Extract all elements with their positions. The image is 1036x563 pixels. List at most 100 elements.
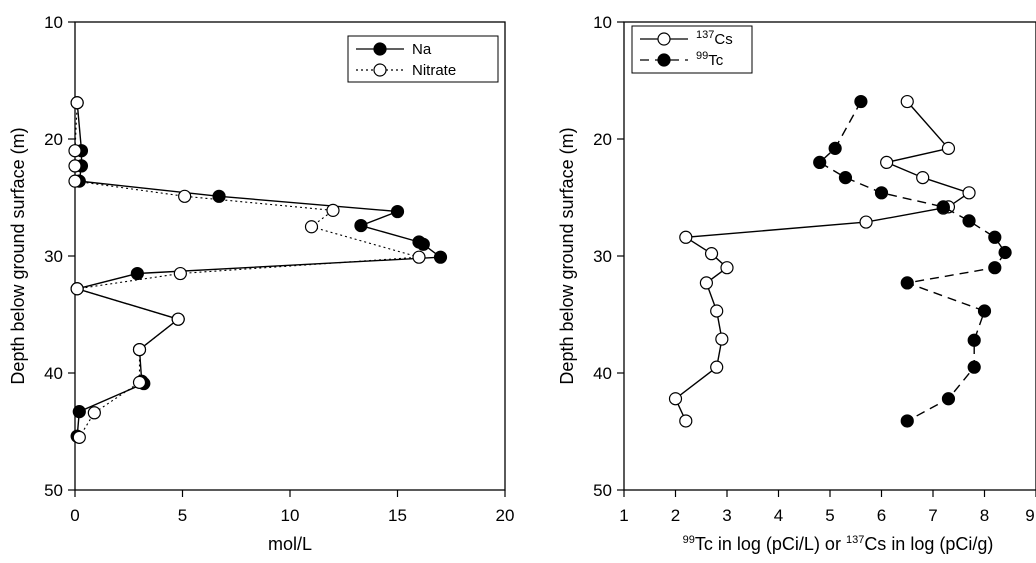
series-na (70, 96, 448, 443)
legend-box (347, 35, 499, 83)
data-point (130, 266, 144, 281)
data-point (916, 171, 930, 185)
data-point (962, 186, 976, 200)
data-point (699, 276, 714, 290)
data-point (998, 245, 1012, 260)
legend-marker (657, 32, 671, 46)
series-tc (813, 94, 1012, 428)
data-point (173, 266, 187, 281)
x-tick-label: 8 (980, 506, 989, 525)
data-point (988, 230, 1002, 244)
legend-label: 99Tc (696, 50, 724, 69)
data-point (668, 392, 683, 406)
legend-label: Na (412, 41, 432, 58)
data-point (977, 304, 992, 318)
data-point (70, 282, 84, 296)
data-point (720, 261, 734, 275)
series-line (74, 102, 420, 438)
data-point (679, 230, 693, 244)
data-point (68, 174, 82, 188)
data-point (710, 360, 724, 374)
series-line (74, 102, 443, 437)
legend-marker (657, 53, 671, 67)
data-point (900, 276, 914, 290)
data-point (416, 237, 430, 251)
data-point (967, 360, 981, 374)
x-tick-label: 20 (496, 506, 515, 525)
y-tick-label: 30 (593, 247, 612, 266)
data-point (936, 200, 950, 214)
data-point (859, 215, 873, 229)
x-tick-label: 2 (671, 506, 680, 525)
data-point (874, 186, 889, 200)
data-point (72, 405, 86, 419)
data-point (828, 141, 842, 155)
x-tick-label: 3 (722, 506, 731, 525)
chart-1: 0 5 10 15 20 10 20 30 40 50 Depth below ground sur… (8, 13, 514, 554)
y-tick-label: 20 (593, 130, 612, 149)
x-tick-label: 1 (619, 506, 628, 525)
x-tick-label: 5 (825, 506, 834, 525)
data-point (854, 94, 868, 109)
legend: 137Cs 99Tc (631, 25, 753, 74)
data-point (813, 155, 827, 169)
x-tick-label: 4 (774, 506, 783, 525)
data-point (132, 375, 147, 389)
data-point (900, 94, 914, 109)
data-point (433, 250, 448, 264)
data-point (178, 189, 192, 203)
x-tick-label: 15 (388, 506, 407, 525)
data-point (941, 141, 956, 155)
data-point (70, 96, 84, 110)
y-tick-label: 50 (593, 481, 612, 500)
data-point (880, 155, 894, 169)
legend-label: 137Cs (696, 29, 733, 48)
data-point (715, 332, 729, 346)
legend-box (631, 25, 753, 74)
chart-2: 1 2 3 4 5 6 7 8 9 10 20 30 40 50 Depth below ground su… (557, 13, 1036, 554)
data-point (171, 312, 185, 326)
series-cs (668, 94, 976, 428)
data-point (132, 343, 147, 357)
y-tick-label: 10 (593, 13, 612, 32)
x-tick-label: 6 (877, 506, 886, 525)
data-point (68, 144, 82, 158)
data-point (838, 171, 853, 185)
y-tick-label: 30 (44, 247, 63, 266)
data-point (967, 333, 981, 347)
data-point (412, 250, 426, 264)
y-axis-title: Depth below ground surface (m) (8, 127, 28, 384)
data-point (390, 204, 405, 219)
data-point (87, 406, 101, 420)
data-point (941, 392, 956, 406)
data-point (900, 414, 914, 428)
y-tick-label: 20 (44, 130, 63, 149)
x-axis-title: mol/L (268, 534, 312, 554)
y-tick-label: 40 (44, 364, 63, 383)
legend: Na Nitrate (347, 35, 499, 83)
data-point (679, 414, 693, 428)
x-tick-label: 5 (178, 506, 187, 525)
data-point (710, 304, 724, 318)
x-axis-title: 99Tc in log (pCi/L) or 137Cs in log (pCi… (683, 534, 994, 554)
series-nitrate (68, 96, 426, 444)
legend-marker (373, 42, 387, 56)
y-tick-label: 40 (593, 364, 612, 383)
legend-marker (373, 63, 387, 77)
data-point (704, 247, 719, 261)
y-axis-title: Depth below ground surface (m) (557, 127, 577, 384)
data-point (304, 220, 319, 234)
x-tick-label: 0 (70, 506, 79, 525)
data-point (68, 159, 82, 173)
data-point (72, 430, 86, 444)
x-tick-label: 10 (281, 506, 300, 525)
data-point (326, 203, 340, 217)
legend-label: Nitrate (412, 62, 456, 79)
x-tick-label: 9 (1025, 506, 1034, 525)
y-tick-label: 50 (44, 481, 63, 500)
data-point (962, 214, 976, 228)
data-point (354, 218, 368, 233)
data-point (988, 261, 1002, 275)
y-tick-label: 10 (44, 13, 63, 32)
